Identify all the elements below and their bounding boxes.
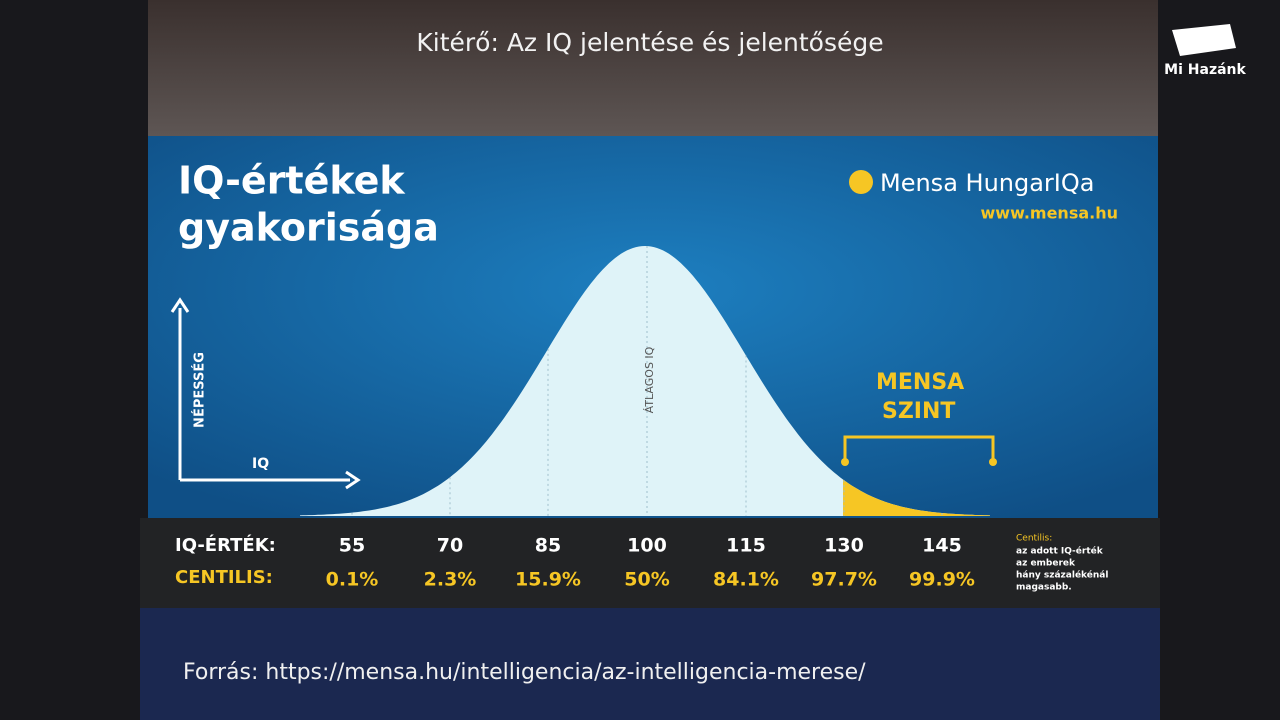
bracket-dot (841, 458, 849, 466)
note: magasabb. (1016, 583, 1072, 593)
logo-text: Mi Hazánk (1164, 62, 1246, 78)
iq-value: 130 (824, 535, 864, 557)
source-band (140, 608, 1160, 720)
iq-value: 115 (726, 535, 766, 557)
centile: 15.9% (515, 569, 581, 591)
mensa-bracket (843, 435, 995, 462)
note: az emberek (1016, 559, 1076, 569)
info-title: IQ-értékek (178, 159, 405, 203)
row-label: CENTILIS: (175, 567, 273, 588)
arrow-head (345, 470, 361, 490)
info-title: gyakorisága (178, 206, 439, 250)
centile: 0.1% (326, 569, 379, 591)
row-label: IQ-ÉRTÉK: (175, 534, 276, 556)
x-axis-label: IQ (252, 456, 269, 472)
slide-title: Kitérő: Az IQ jelentése és jelentősége (416, 28, 883, 57)
table-cells: 55 0.1% 70 2.3% 85 15.9% 100 50% 115 84.1% 130 97.7… (326, 535, 975, 591)
note: hány százalékénál (1016, 570, 1108, 581)
mensa-label: MENSA (876, 370, 964, 395)
centile: 2.3% (424, 569, 477, 591)
source: Forrás: https://mensa.hu/intelligencia/a… (183, 660, 866, 685)
iq-value: 145 (922, 535, 962, 557)
bracket-dot (989, 458, 997, 466)
note: az adott IQ-érték (1016, 546, 1104, 557)
slide-header (148, 0, 1158, 136)
iq-value: 55 (339, 535, 365, 557)
iq-value: 100 (627, 535, 667, 557)
brand-url: www.mensa.hu (981, 204, 1119, 223)
table-band (140, 518, 1160, 608)
arrow-head (170, 297, 190, 313)
brand: Mensa HungarIQa (880, 169, 1094, 197)
iq-value: 85 (535, 535, 561, 557)
y-axis-label: NÉPESSÉG (192, 352, 208, 428)
bell-curve-layer: ÁTLAGOS IQ (300, 246, 990, 516)
brand-icon (849, 170, 873, 194)
centile: 84.1% (713, 569, 779, 591)
centile: 97.7% (811, 569, 877, 591)
mensa-tail (843, 479, 990, 516)
centile: 50% (624, 569, 669, 591)
bell-curve (300, 246, 990, 516)
mensa-label: SZINT (882, 399, 955, 424)
centile: 99.9% (909, 569, 975, 591)
logo-flag (1172, 24, 1236, 56)
note-title: Centilis: (1016, 534, 1052, 544)
iq-value: 70 (437, 535, 463, 557)
mean-label: ÁTLAGOS IQ (643, 346, 656, 413)
